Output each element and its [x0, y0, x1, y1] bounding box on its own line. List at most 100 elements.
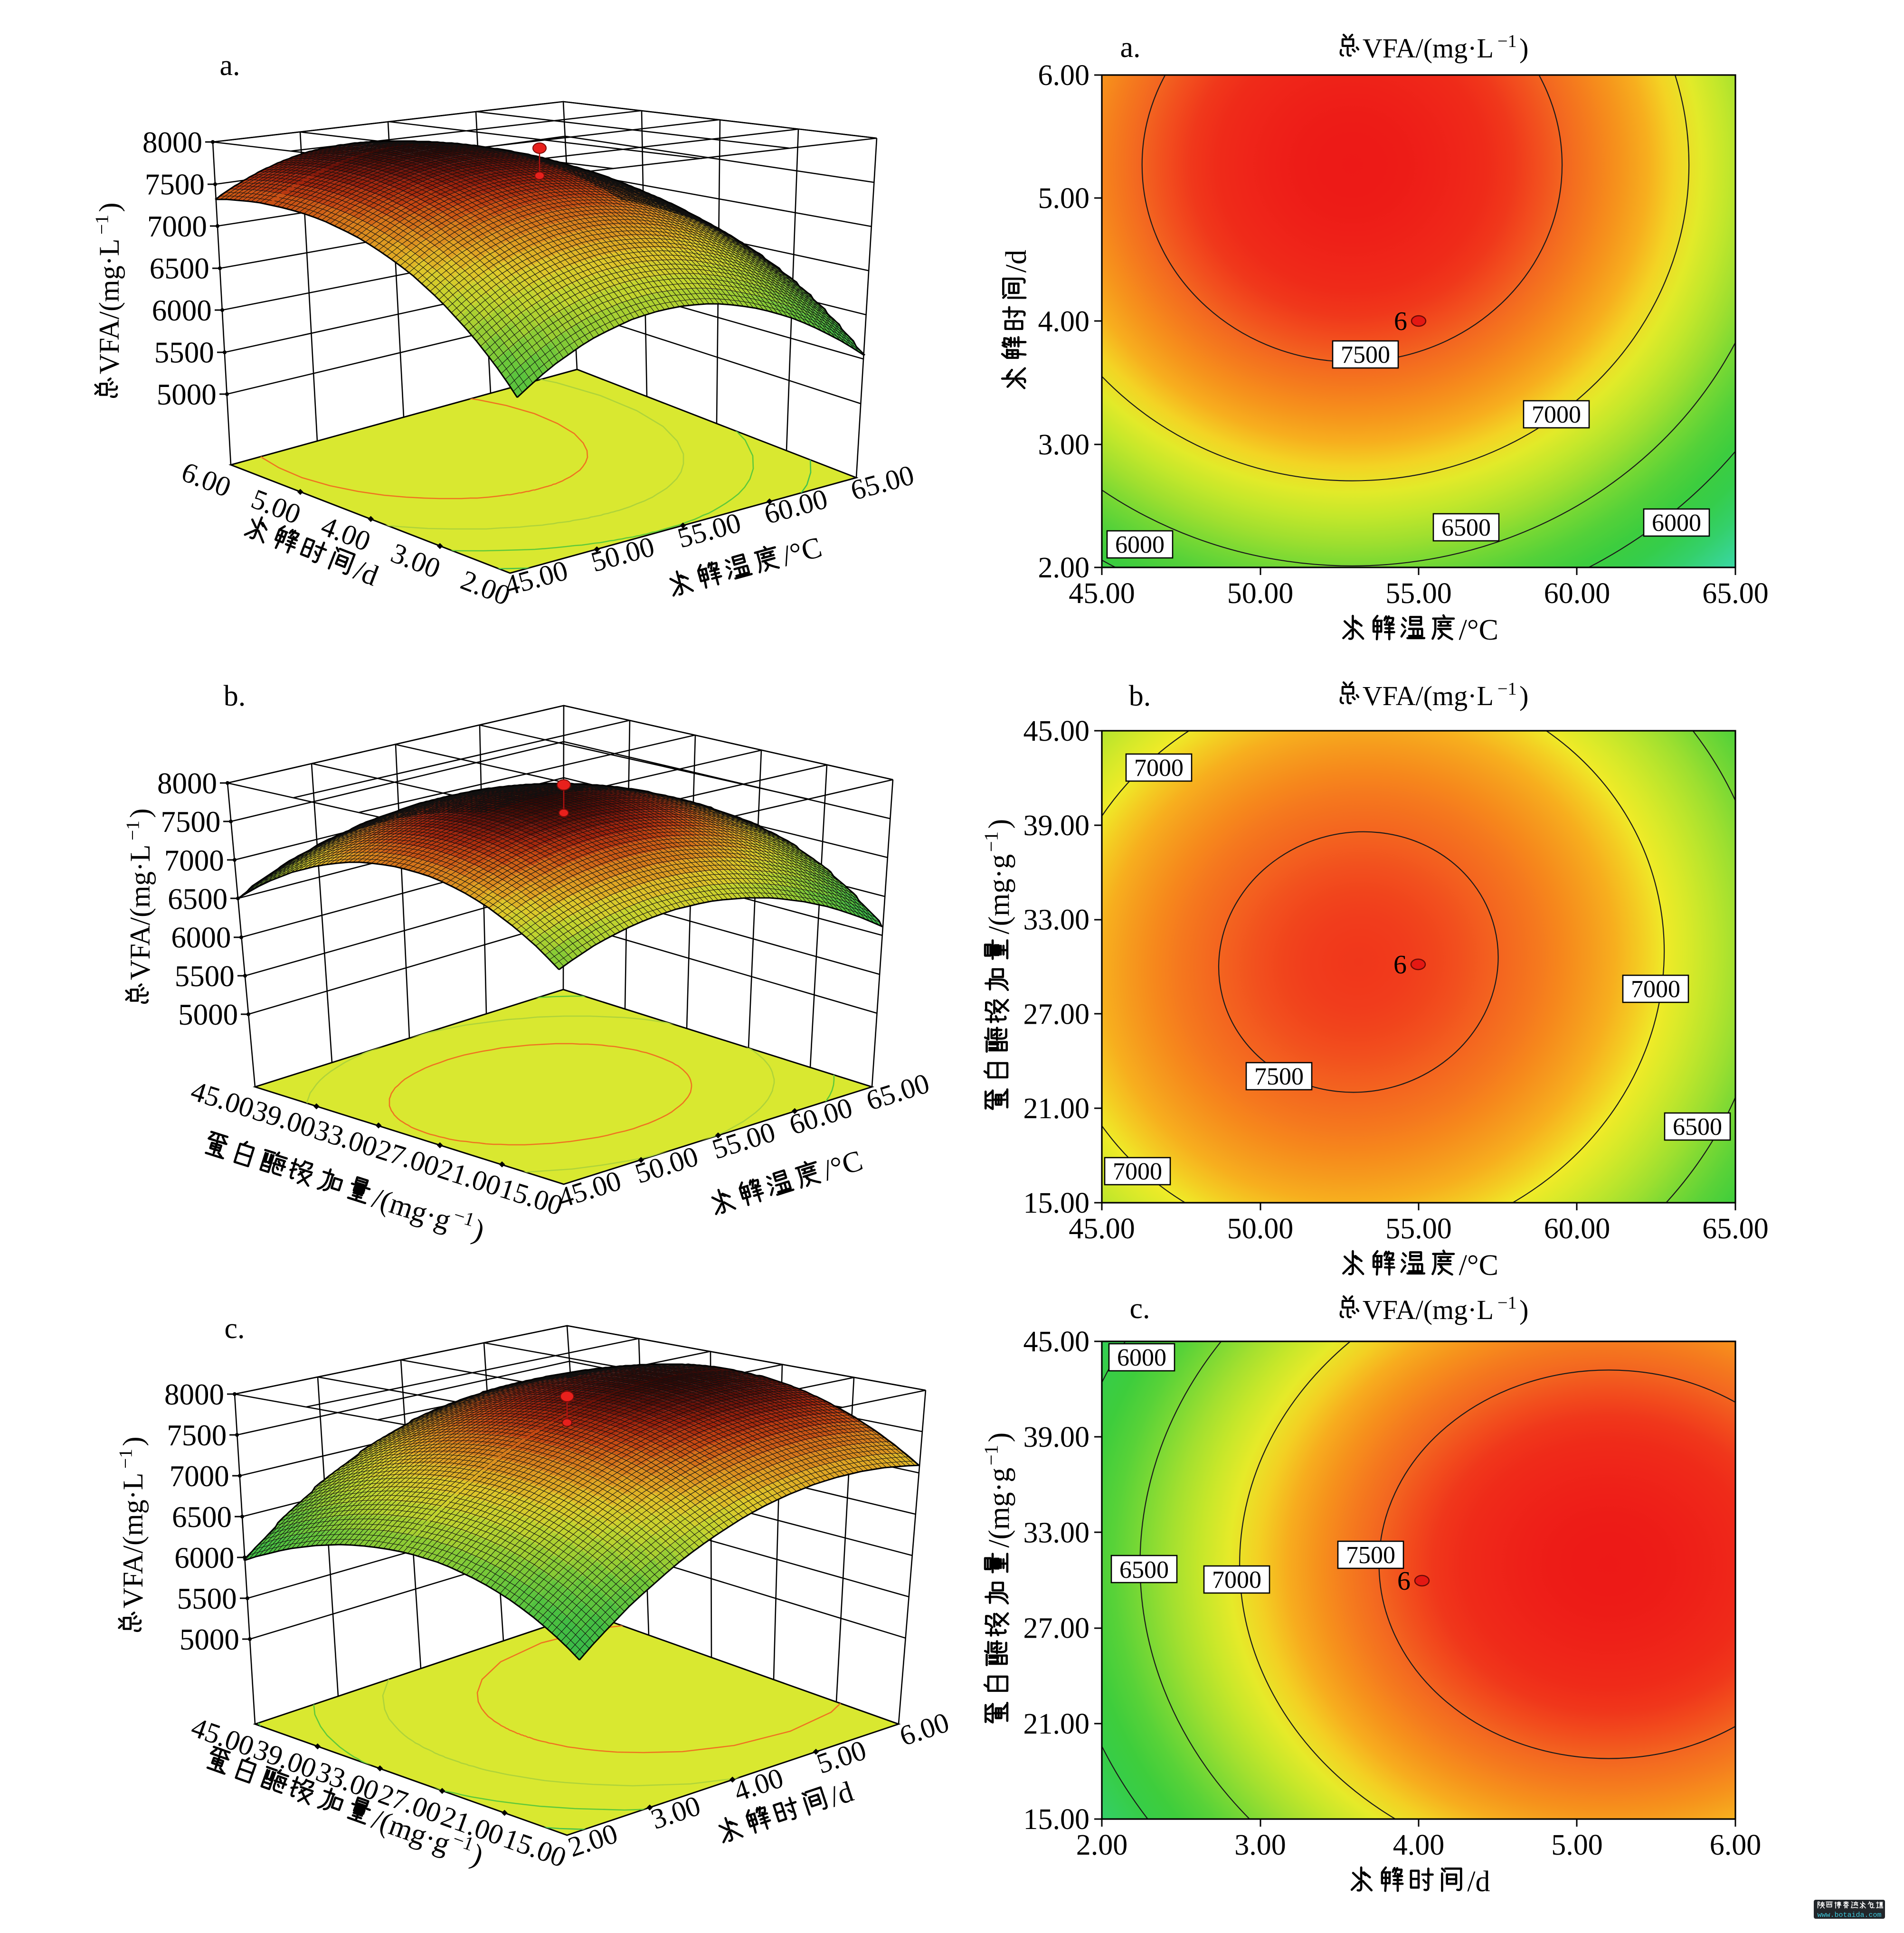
svg-text:www.botaida.com: www.botaida.com — [1817, 1911, 1881, 1919]
svg-text:): ) — [1519, 33, 1528, 64]
svg-text:33.00: 33.00 — [1023, 904, 1090, 936]
svg-text:60.00: 60.00 — [1544, 577, 1610, 610]
svg-text:4.00: 4.00 — [1038, 306, 1090, 338]
svg-text:6500: 6500 — [1673, 1113, 1722, 1141]
svg-text:): ) — [1519, 1294, 1528, 1325]
svg-text:c.: c. — [224, 1312, 245, 1345]
svg-text:4.00: 4.00 — [1393, 1829, 1445, 1861]
svg-text:/°C: /°C — [1459, 614, 1498, 646]
svg-text:50.00: 50.00 — [1227, 577, 1294, 610]
svg-text:8000: 8000 — [164, 1378, 224, 1411]
svg-text:−1: −1 — [122, 820, 143, 840]
svg-text:5000: 5000 — [157, 378, 217, 411]
svg-text:5500: 5500 — [177, 1582, 237, 1615]
svg-text:55.00: 55.00 — [1385, 577, 1452, 610]
svg-text:/(mg·g: /(mg·g — [983, 1468, 1015, 1548]
svg-text:65.00: 65.00 — [1702, 577, 1769, 610]
svg-text:7000: 7000 — [1134, 754, 1184, 782]
svg-text:27.00: 27.00 — [1023, 998, 1090, 1030]
svg-text:/°C: /°C — [1459, 1249, 1498, 1282]
svg-text:5000: 5000 — [180, 1623, 239, 1656]
svg-text:8000: 8000 — [142, 126, 202, 159]
svg-text:): ) — [1519, 680, 1528, 711]
svg-text:6000: 6000 — [171, 921, 231, 954]
svg-text:6000: 6000 — [1652, 509, 1701, 537]
svg-text:7000: 7000 — [170, 1460, 229, 1493]
svg-text:50.00: 50.00 — [1227, 1213, 1294, 1245]
svg-text:6: 6 — [1394, 307, 1407, 336]
svg-text:65.00: 65.00 — [1702, 1213, 1769, 1245]
svg-text:5500: 5500 — [175, 960, 235, 993]
svg-text:6: 6 — [1393, 950, 1407, 980]
svg-text:7500: 7500 — [145, 168, 205, 201]
svg-text:a.: a. — [1120, 31, 1140, 64]
svg-text:VFA/(mg·L: VFA/(mg·L — [1363, 1294, 1494, 1325]
svg-text:33.00: 33.00 — [1023, 1517, 1090, 1549]
svg-text:−1: −1 — [1497, 31, 1517, 51]
svg-text:/d: /d — [1000, 250, 1033, 273]
svg-text:6500: 6500 — [1119, 1556, 1169, 1584]
svg-text:39.00: 39.00 — [1023, 1421, 1090, 1453]
svg-text:VFA/(mg·L: VFA/(mg·L — [124, 845, 156, 981]
svg-text:6000: 6000 — [1115, 531, 1165, 558]
svg-text:5500: 5500 — [154, 336, 214, 369]
svg-text:8000: 8000 — [157, 767, 217, 800]
svg-text:6500: 6500 — [168, 883, 227, 916]
svg-text:7500: 7500 — [161, 805, 220, 839]
svg-text:39.00: 39.00 — [1023, 810, 1090, 842]
svg-text:15.00: 15.00 — [1023, 1187, 1090, 1219]
svg-text:b.: b. — [1129, 680, 1151, 712]
svg-text:6500: 6500 — [172, 1500, 232, 1534]
svg-text:7500: 7500 — [1254, 1063, 1304, 1090]
svg-text:21.00: 21.00 — [1023, 1093, 1090, 1125]
svg-text:3.00: 3.00 — [1234, 1829, 1286, 1861]
svg-text:5.00: 5.00 — [1551, 1829, 1603, 1861]
svg-text:−1: −1 — [1497, 1293, 1517, 1313]
svg-text:): ) — [124, 809, 156, 818]
svg-text:−1: −1 — [1497, 679, 1517, 699]
svg-text:VFA/(mg·L: VFA/(mg·L — [117, 1473, 149, 1609]
svg-text:VFA/(mg·L: VFA/(mg·L — [1363, 680, 1494, 711]
svg-text:a.: a. — [219, 49, 240, 82]
svg-text:): ) — [983, 1433, 1015, 1443]
svg-text:VFA/(mg·L: VFA/(mg·L — [94, 239, 125, 375]
svg-text:60.00: 60.00 — [1544, 1213, 1610, 1245]
svg-text:b.: b. — [224, 680, 246, 712]
svg-text:): ) — [117, 1437, 149, 1446]
svg-text:21.00: 21.00 — [1023, 1708, 1090, 1740]
svg-text:6.00: 6.00 — [1710, 1829, 1762, 1861]
svg-text:6500: 6500 — [150, 252, 209, 285]
svg-text:−1: −1 — [980, 831, 1002, 852]
svg-text:2.00: 2.00 — [1038, 552, 1090, 584]
svg-text:7500: 7500 — [1341, 341, 1390, 368]
svg-text:7000: 7000 — [147, 210, 207, 243]
svg-text:5.00: 5.00 — [1038, 182, 1090, 215]
svg-text:7500: 7500 — [167, 1419, 227, 1452]
svg-text:c.: c. — [1129, 1292, 1150, 1325]
svg-text:7000: 7000 — [1532, 401, 1581, 428]
svg-text:−1: −1 — [980, 1445, 1002, 1466]
svg-text:6000: 6000 — [1117, 1344, 1166, 1371]
svg-text:6000: 6000 — [152, 294, 212, 327]
svg-text:6.00: 6.00 — [1038, 59, 1090, 92]
svg-text:/d: /d — [1467, 1866, 1490, 1898]
svg-text:VFA/(mg·L: VFA/(mg·L — [1363, 33, 1494, 64]
svg-text:): ) — [983, 819, 1015, 829]
svg-text:45.00: 45.00 — [1023, 1326, 1090, 1358]
svg-text:6500: 6500 — [1441, 514, 1491, 541]
svg-text:): ) — [94, 203, 125, 212]
svg-text:7000: 7000 — [1113, 1158, 1162, 1185]
svg-text:15.00: 15.00 — [1023, 1803, 1090, 1836]
svg-text:7000: 7000 — [164, 844, 224, 877]
svg-text:45.00: 45.00 — [1023, 715, 1090, 747]
svg-text:3.00: 3.00 — [1038, 429, 1090, 461]
svg-text:6: 6 — [1397, 1566, 1411, 1596]
svg-text:7500: 7500 — [1346, 1542, 1395, 1569]
svg-text:55.00: 55.00 — [1385, 1213, 1452, 1245]
svg-text:7000: 7000 — [1212, 1566, 1261, 1594]
svg-text:45.00: 45.00 — [1069, 1213, 1135, 1245]
svg-text:6000: 6000 — [174, 1541, 234, 1575]
svg-text:−1: −1 — [115, 1449, 136, 1469]
svg-text:7000: 7000 — [1631, 976, 1680, 1003]
svg-text:45.00: 45.00 — [1069, 577, 1135, 610]
